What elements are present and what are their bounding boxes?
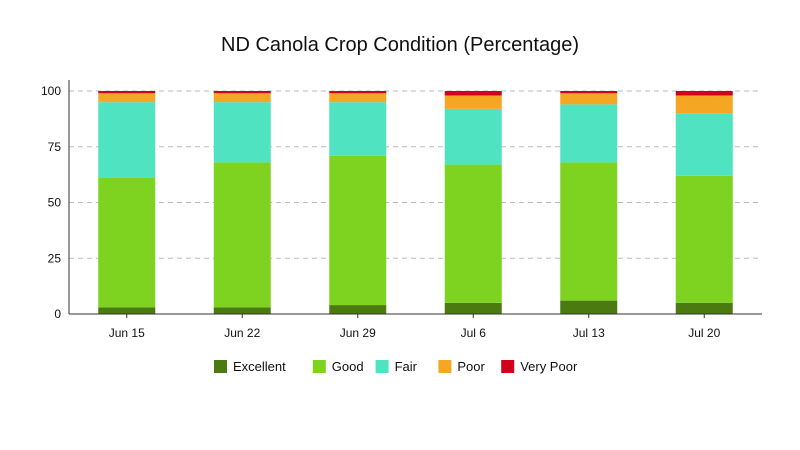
legend-label: Poor bbox=[457, 359, 485, 374]
bar-segment-very-poor bbox=[213, 91, 271, 94]
grid-lines bbox=[69, 90, 762, 259]
bar-segment-poor bbox=[329, 93, 387, 103]
bar-segment-very-poor bbox=[560, 91, 618, 94]
bar-segment-good bbox=[675, 175, 733, 303]
y-tick-label: 100 bbox=[41, 84, 61, 98]
legend-item: Excellent bbox=[214, 359, 286, 374]
bar-segment-good bbox=[329, 155, 387, 306]
bar-segment-fair bbox=[98, 102, 156, 178]
x-tick-label: Jun 15 bbox=[109, 326, 145, 340]
legend: Excellent Good Fair Poor Very Poor bbox=[214, 359, 578, 374]
legend-label: Very Poor bbox=[520, 359, 578, 374]
x-tick-label: Jun 29 bbox=[340, 326, 376, 340]
bar-segment-fair bbox=[675, 113, 733, 176]
legend-item: Fair bbox=[375, 359, 418, 374]
legend-swatch bbox=[214, 360, 227, 373]
bar-segment-excellent bbox=[213, 307, 271, 314]
axes: 0 25 50 75 100 Jun 15 Jun 22 Jun 29 Jul 6 Jul 13 J… bbox=[41, 80, 762, 340]
x-tick-label: Jul 6 bbox=[461, 326, 487, 340]
bar-segment-very-poor bbox=[675, 91, 733, 96]
x-tick-label: Jul 13 bbox=[573, 326, 605, 340]
legend-item: Good bbox=[312, 359, 364, 374]
legend-label: Excellent bbox=[233, 359, 286, 374]
bar-segment-poor bbox=[560, 93, 618, 105]
legend-swatch bbox=[312, 360, 326, 373]
legend-swatch bbox=[438, 360, 452, 373]
bar-segment-good bbox=[444, 164, 502, 303]
bar-segment-poor bbox=[675, 95, 733, 114]
chart-title: ND Canola Crop Condition (Percentage) bbox=[221, 34, 579, 56]
y-tick-label: 25 bbox=[48, 251, 62, 265]
bar-segment-very-poor bbox=[98, 91, 156, 94]
bar-segment-poor bbox=[213, 93, 271, 103]
legend-item: Very Poor bbox=[501, 359, 578, 374]
bar-segment-poor bbox=[444, 95, 502, 109]
bar-stacks bbox=[98, 91, 733, 314]
legend-swatch bbox=[375, 360, 389, 373]
bar-segment-fair bbox=[213, 102, 271, 163]
bar-segment-good bbox=[98, 177, 156, 308]
bar-segment-good bbox=[213, 162, 271, 308]
bar-segment-fair bbox=[560, 104, 618, 163]
bar-segment-excellent bbox=[675, 302, 733, 314]
legend-swatch bbox=[501, 360, 515, 373]
x-tick-label: Jun 22 bbox=[224, 326, 260, 340]
bar-segment-excellent bbox=[98, 307, 156, 314]
y-tick-label: 0 bbox=[54, 307, 61, 321]
bar-segment-fair bbox=[444, 108, 502, 165]
bar-segment-fair bbox=[329, 102, 387, 156]
bar-segment-excellent bbox=[444, 302, 502, 314]
bar-segment-very-poor bbox=[444, 91, 502, 96]
bar-segment-excellent bbox=[560, 300, 618, 314]
bar-segment-very-poor bbox=[329, 91, 387, 94]
y-tick-label: 50 bbox=[48, 196, 62, 210]
legend-label: Fair bbox=[395, 359, 418, 374]
legend-item: Poor bbox=[438, 359, 486, 374]
bar-segment-excellent bbox=[329, 305, 387, 314]
bar-segment-poor bbox=[98, 93, 156, 103]
y-tick-label: 75 bbox=[48, 140, 62, 154]
bar-segment-good bbox=[560, 162, 618, 301]
legend-label: Good bbox=[332, 359, 364, 374]
x-tick-label: Jul 20 bbox=[688, 326, 720, 340]
